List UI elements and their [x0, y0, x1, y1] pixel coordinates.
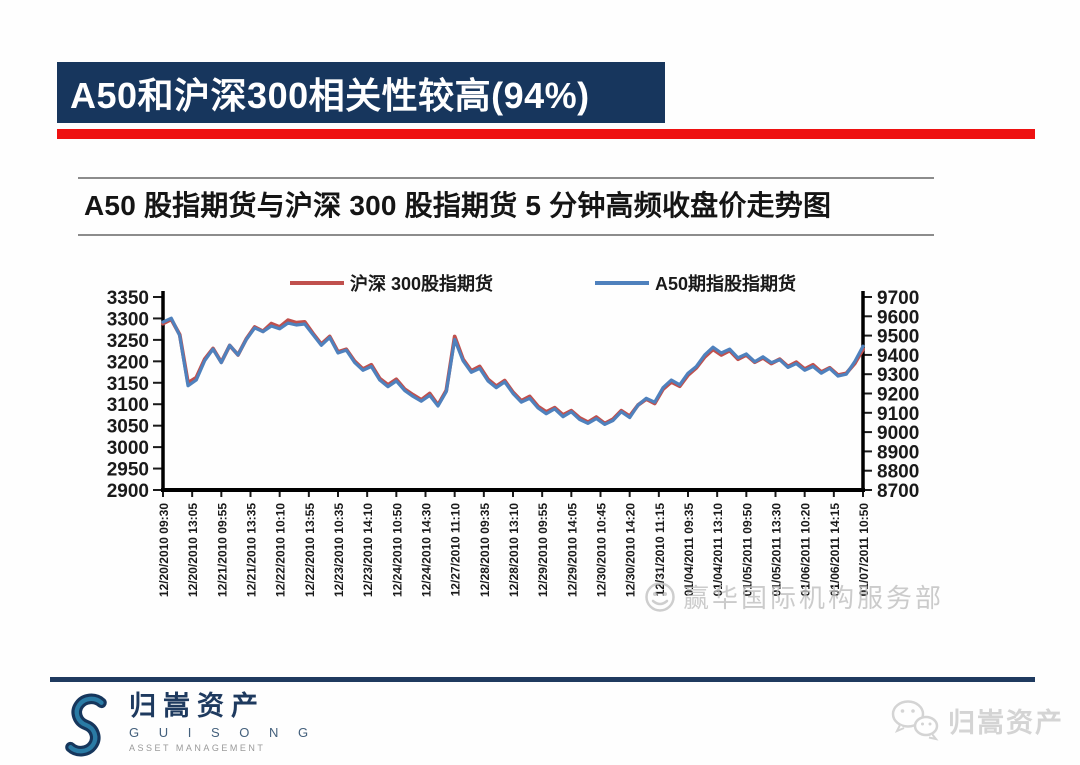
series-line-csi300 — [161, 317, 865, 426]
company-logo-block: 归嵩资产 G U I S O N G ASSET MANAGEMENT — [57, 691, 317, 758]
x-axis-tick-label: 12/29/2010 14:05 — [565, 503, 579, 597]
y-axis-right-tick-label: 9600 — [877, 307, 919, 328]
series-line-a50 — [161, 316, 865, 426]
y-axis-left-tick-label: 3300 — [107, 309, 149, 330]
chart-title-rule-bottom — [78, 234, 934, 236]
chart-title-rule-top — [78, 177, 934, 179]
wechat-label: 归嵩资产 — [948, 707, 1064, 738]
x-axis-tick-label: 12/30/2010 10:45 — [595, 503, 609, 597]
x-axis-tick-label: 01/07/2011 10:50 — [857, 503, 871, 597]
accent-bar — [57, 129, 1035, 139]
company-name-sub: ASSET MANAGEMENT — [129, 742, 266, 753]
slide-title-bar: A50和沪深300相关性较高(94%) — [57, 62, 665, 123]
legend-label: A50期指股指期货 — [655, 273, 796, 294]
x-axis-tick-label: 12/21/2010 09:55 — [215, 503, 229, 597]
x-axis-tick-label: 12/30/2010 14:20 — [624, 503, 638, 597]
guisong-monogram-icon — [65, 693, 107, 757]
wechat-icon — [891, 700, 939, 741]
y-axis-left-tick-label: 3250 — [107, 331, 149, 352]
x-axis-tick-label: 01/04/2011 09:35 — [682, 503, 696, 597]
x-axis-tick-label: 12/23/2010 10:35 — [332, 503, 346, 597]
x-axis-tick-label: 12/24/2010 14:30 — [420, 503, 434, 597]
y-axis-right-tick-label: 9700 — [877, 288, 919, 309]
y-axis-right-tick-label: 9100 — [877, 404, 919, 425]
x-axis-tick-label: 12/20/2010 13:05 — [186, 503, 200, 597]
company-name-cn: 归嵩资产 — [129, 691, 265, 721]
footer-divider — [50, 677, 1035, 682]
y-axis-right-tick-label: 9500 — [877, 327, 919, 348]
x-axis-tick-label: 12/21/2010 13:35 — [245, 503, 259, 597]
y-axis-right-tick-label: 8800 — [877, 462, 919, 483]
y-axis-right-tick-label: 9000 — [877, 423, 919, 444]
x-axis-tick-label: 12/24/2010 10:50 — [390, 503, 404, 597]
x-axis-tick-label: 01/04/2011 13:10 — [711, 503, 725, 597]
x-axis-tick-label: 12/31/2010 11:15 — [653, 503, 667, 597]
y-axis-left-tick-label: 2900 — [107, 481, 149, 502]
company-text-block: 归嵩资产 G U I S O N G ASSET MANAGEMENT — [129, 691, 317, 753]
x-axis-tick-label: 12/22/2010 13:55 — [303, 503, 317, 597]
x-axis-tick-label: 12/20/2010 09:30 — [157, 503, 171, 597]
y-axis-left-tick-label: 3200 — [107, 352, 149, 373]
price-chart: 3350330032503200315031003050300029502900… — [107, 273, 920, 597]
x-axis-tick-label: 01/05/2011 13:30 — [770, 503, 784, 597]
x-axis-tick-label: 12/28/2010 13:10 — [507, 503, 521, 597]
y-axis-right-tick-label: 9400 — [877, 346, 919, 367]
company-name-en: G U I S O N G — [129, 724, 317, 740]
y-axis-right-tick-label: 9200 — [877, 385, 919, 406]
y-axis-left-tick-label: 2950 — [107, 460, 149, 481]
y-axis-right-tick-label: 9300 — [877, 365, 919, 386]
x-axis-tick-label: 01/05/2011 09:50 — [740, 503, 754, 597]
y-axis-right-tick-label: 8700 — [877, 481, 919, 502]
x-axis-tick-label: 12/28/2010 09:35 — [478, 503, 492, 597]
x-axis-tick-label: 12/22/2010 10:10 — [274, 503, 288, 597]
chart-title: A50 股指期货与沪深 300 股指期货 5 分钟高频收盘价走势图 — [84, 190, 832, 221]
y-axis-right-tick-label: 8900 — [877, 442, 919, 463]
x-axis-tick-label: 12/23/2010 14:10 — [361, 503, 375, 597]
y-axis-left-tick-label: 3000 — [107, 438, 149, 459]
y-axis-left-tick-label: 3350 — [107, 288, 149, 309]
legend-label: 沪深 300股指期货 — [350, 273, 493, 294]
wechat-watermark: 归嵩资产 — [890, 698, 1064, 742]
x-axis-tick-label: 01/06/2011 10:20 — [799, 503, 813, 597]
x-axis-tick-label: 12/29/2010 09:55 — [536, 503, 550, 597]
y-axis-left-tick-label: 3100 — [107, 395, 149, 416]
y-axis-left-tick-label: 3050 — [107, 417, 149, 438]
x-axis-tick-label: 01/06/2011 14:15 — [828, 503, 842, 597]
slide-title: A50和沪深300相关性较高(94%) — [70, 74, 590, 116]
x-axis-tick-label: 12/27/2010 11:10 — [449, 503, 463, 597]
y-axis-left-tick-label: 3150 — [107, 374, 149, 395]
